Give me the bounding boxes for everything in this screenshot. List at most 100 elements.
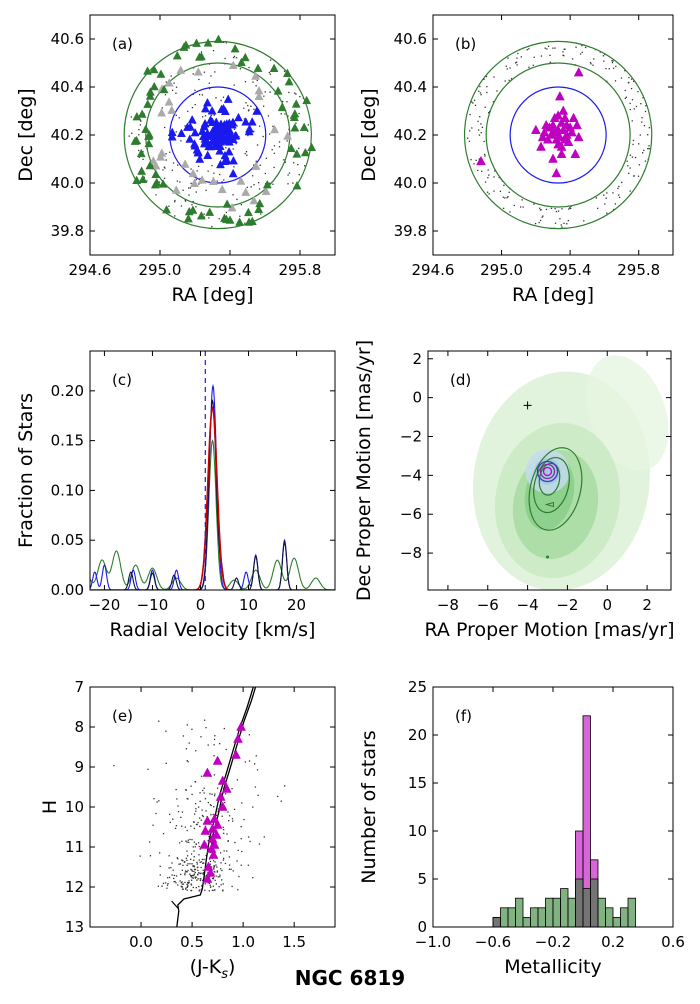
field-dot: [225, 147, 227, 149]
field-dot: [200, 861, 203, 863]
field-dot: [216, 871, 218, 873]
field-dot: [223, 832, 225, 835]
field-dot: [159, 874, 161, 876]
field-dot: [506, 197, 508, 199]
field-dot: [632, 139, 635, 142]
field-dot: [526, 49, 528, 51]
field-dot: [268, 71, 271, 74]
field-dot: [210, 114, 212, 117]
field-dot: [467, 137, 469, 139]
field-dot: [228, 864, 231, 866]
field-dot: [504, 197, 506, 199]
non-members-triangle: [254, 91, 264, 100]
x-tick-label: 295.8: [617, 261, 660, 279]
field-dot: [194, 781, 196, 783]
y-tick-label: 8: [74, 718, 84, 736]
hist-bar-field: [582, 888, 591, 927]
member-triangle: [560, 112, 570, 122]
field-dot: [560, 224, 562, 226]
field-dot: [164, 882, 167, 884]
annulus-stars-triangle: [290, 109, 300, 118]
field-dot: [481, 126, 484, 129]
field-dot: [209, 884, 211, 886]
field-dot: [198, 854, 200, 856]
field-dot: [232, 870, 234, 872]
members-triangle: [211, 139, 221, 149]
members-triangle: [187, 114, 197, 124]
field-dot: [161, 885, 163, 887]
x-axis-label: (J-Ks): [190, 956, 236, 982]
field-dot: [218, 173, 221, 176]
x-tick-label: −2: [556, 596, 578, 614]
field-dot: [216, 870, 219, 872]
non-members-triangle: [261, 186, 271, 196]
field-dot: [645, 105, 647, 107]
member-triangle: [231, 749, 241, 759]
hist-bar-field: [590, 878, 599, 927]
field-dot: [158, 181, 161, 183]
member-triangle: [568, 112, 579, 122]
field-dot: [547, 45, 550, 48]
y-tick-label: −8: [400, 544, 422, 562]
field-dot: [499, 190, 502, 192]
field-dot: [642, 97, 644, 99]
field-dot: [168, 813, 171, 816]
field-dot: [191, 793, 193, 796]
field-dot: [621, 181, 623, 184]
hist-bar-field: [605, 907, 614, 927]
field-dot: [181, 811, 184, 813]
y-tick-label: 7: [74, 678, 84, 696]
field-dot: [517, 52, 519, 55]
field-dot: [237, 889, 239, 891]
field-dot: [546, 48, 548, 50]
field-dot: [187, 882, 189, 884]
field-dot: [581, 44, 583, 47]
field-dot: [166, 887, 168, 889]
field-dot: [197, 866, 199, 868]
field-dot: [224, 862, 227, 865]
field-dot: [253, 130, 255, 133]
field-dot: [522, 206, 524, 208]
field-dot: [287, 115, 289, 117]
field-dot: [618, 194, 620, 196]
field-dot: [502, 196, 505, 198]
field-dot: [175, 86, 178, 88]
field-dot: [508, 191, 510, 193]
members-triangle: [217, 104, 227, 113]
hist-bar-field: [500, 907, 509, 927]
y-tick-label: 15: [408, 774, 427, 792]
field-dot: [575, 46, 577, 48]
field-dot: [611, 59, 613, 62]
member-triangle: [541, 119, 552, 130]
field-dot: [185, 788, 187, 791]
annulus-stars-triangle: [181, 40, 191, 49]
field-dot: [191, 863, 193, 865]
x-tick-label: 2: [642, 596, 652, 614]
y-tick-label: 0.15: [51, 432, 84, 450]
x-tick-label: 295.4: [209, 261, 252, 279]
field-dot: [188, 882, 190, 884]
members-triangle: [198, 131, 208, 140]
y-tick-label: 10: [408, 822, 427, 840]
field-dot: [540, 209, 542, 211]
field-dot: [212, 877, 215, 879]
y-tick-label: 40.2: [51, 126, 84, 144]
annulus-stars-triangle: [130, 136, 140, 145]
field-dot: [210, 804, 212, 807]
y-axis-label: Number of stars: [358, 730, 380, 883]
y-tick-label: 0.10: [51, 481, 84, 499]
field-dot: [563, 55, 565, 57]
field-dot: [186, 724, 188, 726]
field-dot: [271, 149, 273, 151]
field-dot: [187, 110, 189, 113]
field-dot: [473, 163, 475, 165]
field-dot: [191, 877, 193, 879]
field-dot: [180, 140, 182, 142]
field-dot: [631, 120, 633, 122]
field-dot: [496, 90, 498, 92]
field-dot: [486, 191, 489, 193]
field-dot: [486, 85, 488, 88]
field-dot: [593, 58, 595, 60]
field-dot: [214, 861, 216, 863]
